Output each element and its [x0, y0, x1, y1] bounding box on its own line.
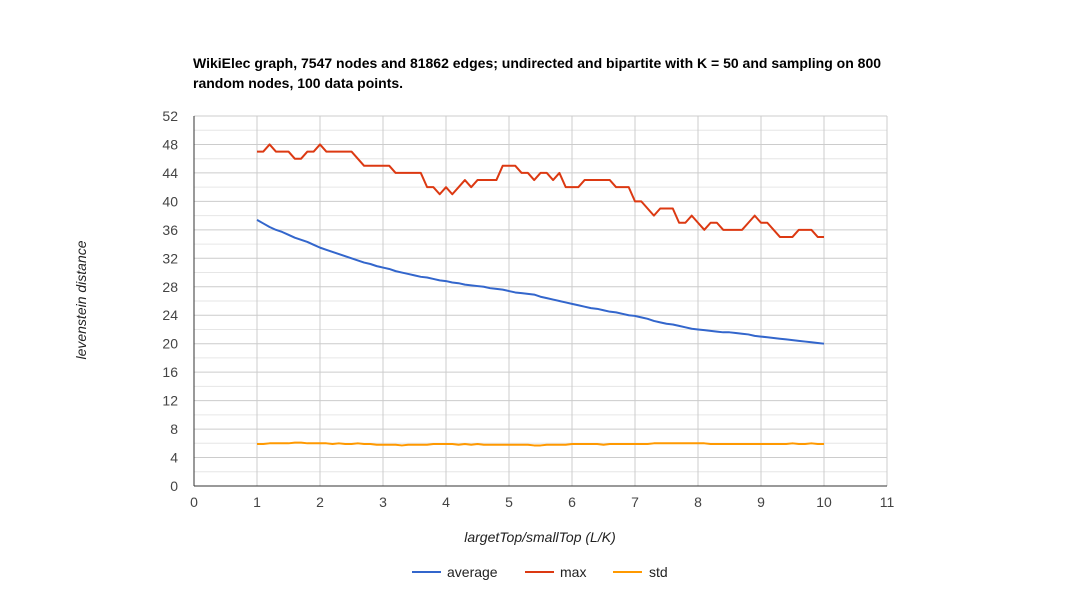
x-tick-label: 8 [694, 494, 702, 510]
y-axis-title: levenstein distance [73, 240, 89, 359]
y-tick-label: 48 [162, 136, 178, 152]
y-tick-label: 36 [162, 222, 178, 238]
x-axis-title: largetTop/smallTop (L/K) [464, 529, 615, 545]
x-tick-label: 5 [505, 494, 513, 510]
y-tick-label: 16 [162, 364, 178, 380]
grid-lines [194, 115, 888, 486]
y-tick-label: 20 [162, 336, 178, 352]
series-line-std [257, 441, 824, 447]
x-tick-label: 4 [442, 494, 450, 510]
y-tick-label: 8 [170, 421, 178, 437]
x-tick-label: 6 [568, 494, 576, 510]
series-lines [256, 143, 825, 447]
y-tick-label: 4 [170, 450, 178, 466]
x-tick-labels: 0 1 2 3 4 5 6 7 8 9 10 11 [190, 494, 894, 510]
x-tick-label: 1 [253, 494, 261, 510]
x-tick-label: 7 [631, 494, 639, 510]
legend-label-max: max [560, 564, 586, 580]
y-tick-label: 0 [170, 478, 178, 494]
y-tick-label: 40 [162, 193, 178, 209]
y-tick-label: 44 [162, 165, 178, 181]
y-tick-label: 28 [162, 279, 178, 295]
axes [193, 116, 887, 487]
x-tick-label: 10 [816, 494, 832, 510]
y-tick-label: 52 [162, 108, 178, 124]
x-tick-label: 0 [190, 494, 198, 510]
x-tick-label: 11 [880, 494, 895, 510]
legend-label-average: average [447, 564, 498, 580]
y-tick-label: 12 [162, 393, 178, 409]
chart-title: WikiElec graph, 7547 nodes and 81862 edg… [193, 55, 882, 91]
legend-label-std: std [649, 564, 668, 580]
y-tick-label: 24 [162, 307, 178, 323]
series-line-average [256, 219, 825, 345]
x-tick-label: 2 [316, 494, 324, 510]
series-line-max [257, 143, 824, 238]
x-tick-label: 9 [757, 494, 765, 510]
y-tick-label: 32 [162, 250, 178, 266]
legend: average max std [412, 564, 668, 580]
x-tick-label: 3 [379, 494, 387, 510]
